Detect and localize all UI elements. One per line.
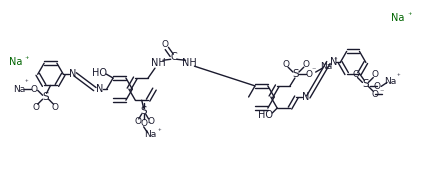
Text: ⁻: ⁻ [312,65,316,74]
Text: O: O [134,117,141,126]
Text: O: O [161,40,168,49]
Text: ⁻: ⁻ [379,87,384,96]
Text: HO: HO [92,68,107,78]
Text: N: N [69,69,76,79]
Text: O: O [32,103,39,112]
Text: Na: Na [320,62,333,71]
Text: ⁺: ⁺ [407,11,412,20]
Text: S: S [293,69,299,79]
Text: ⁺: ⁺ [334,58,337,64]
Text: O: O [140,119,147,128]
Text: S: S [140,106,147,116]
Text: Na: Na [384,77,396,86]
Text: O: O [372,90,379,99]
Text: ⁺: ⁺ [25,80,29,86]
Text: O: O [372,70,379,79]
Text: Na: Na [144,130,157,139]
Text: O: O [374,82,381,91]
Text: O: O [302,60,309,69]
Text: ⁺: ⁺ [397,74,400,79]
Text: ⁻: ⁻ [147,119,151,128]
Text: C: C [171,52,177,62]
Text: O: O [52,103,59,112]
Text: N: N [330,57,337,68]
Text: NH: NH [151,58,165,68]
Text: O: O [147,117,154,126]
Text: O: O [352,70,359,79]
Text: NH: NH [182,58,197,68]
Text: S: S [362,79,369,89]
Text: N: N [96,84,104,94]
Text: S: S [42,92,49,102]
Text: O: O [30,85,37,94]
Text: Na: Na [391,13,404,23]
Text: HO: HO [258,110,273,120]
Text: ⁺: ⁺ [157,129,161,135]
Text: ⁺: ⁺ [25,55,29,65]
Text: N: N [302,92,309,102]
Text: Na: Na [9,57,23,68]
Text: O: O [283,60,290,69]
Text: Na: Na [13,85,25,94]
Text: O: O [305,70,312,79]
